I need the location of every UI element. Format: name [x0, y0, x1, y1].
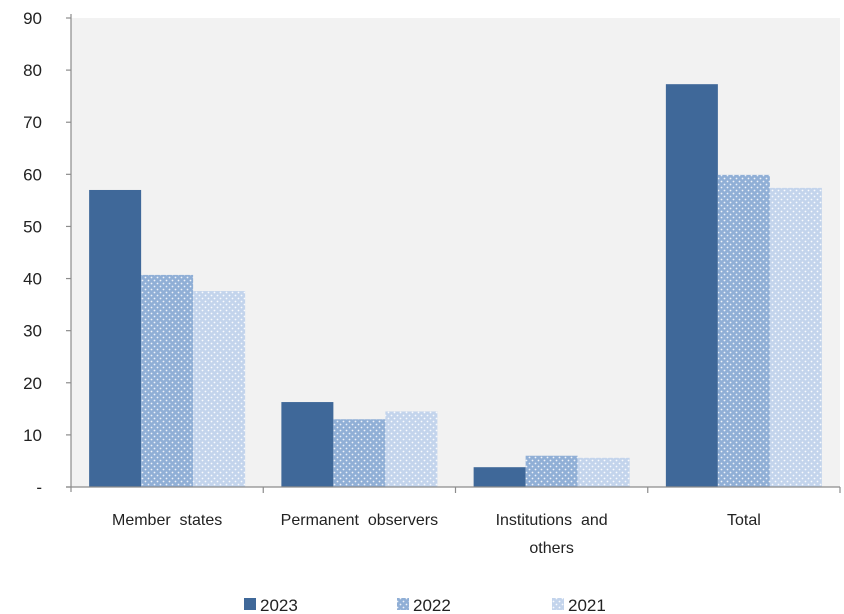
bar-2022-0	[141, 274, 194, 487]
legend-swatch-2022	[397, 598, 409, 610]
y-tick-label: 20	[23, 374, 42, 393]
category-label: Permanent observers	[281, 512, 438, 529]
bar-2022-2	[525, 455, 578, 487]
bar-2023-3	[665, 84, 718, 487]
legend-swatch-2021	[552, 598, 564, 610]
bar-2021-3	[769, 187, 822, 488]
bar-2022-3	[717, 174, 770, 488]
bar-2021-1	[385, 411, 438, 487]
y-tick-label: 50	[23, 217, 42, 236]
y-tick-label: 70	[23, 113, 42, 132]
bar-2023-1	[281, 402, 334, 487]
y-tick-label: 80	[23, 61, 42, 80]
y-tick-label: 10	[23, 426, 42, 445]
category-label: Member states	[112, 512, 222, 529]
y-tick-label: 60	[23, 165, 42, 184]
y-tick-label: -	[36, 478, 42, 497]
legend-label: 2021	[568, 596, 606, 614]
legend: 2023 2022 2021	[244, 596, 606, 614]
axes-group	[66, 14, 841, 493]
category-labels: Member states Permanent observers Institut…	[112, 512, 761, 557]
legend-swatch-2023	[244, 598, 256, 610]
legend-label: 2023	[260, 596, 298, 614]
bar-2023-0	[89, 189, 142, 487]
bar-2021-2	[577, 457, 630, 487]
category-label: Institutions and	[496, 512, 608, 529]
bars-group	[89, 84, 822, 488]
y-tick-label: 40	[23, 270, 42, 289]
legend-label: 2022	[413, 596, 451, 614]
category-label: others	[529, 540, 573, 557]
y-tick-label: 90	[23, 9, 42, 28]
bar-2023-2	[473, 467, 526, 487]
category-label: Total	[727, 512, 761, 529]
y-tick-label: 30	[23, 322, 42, 341]
bar-2022-1	[333, 419, 386, 487]
y-tick-labels: - 10 20 30 40 50 60 70 80 90	[23, 9, 42, 497]
bar-2021-0	[193, 291, 246, 487]
